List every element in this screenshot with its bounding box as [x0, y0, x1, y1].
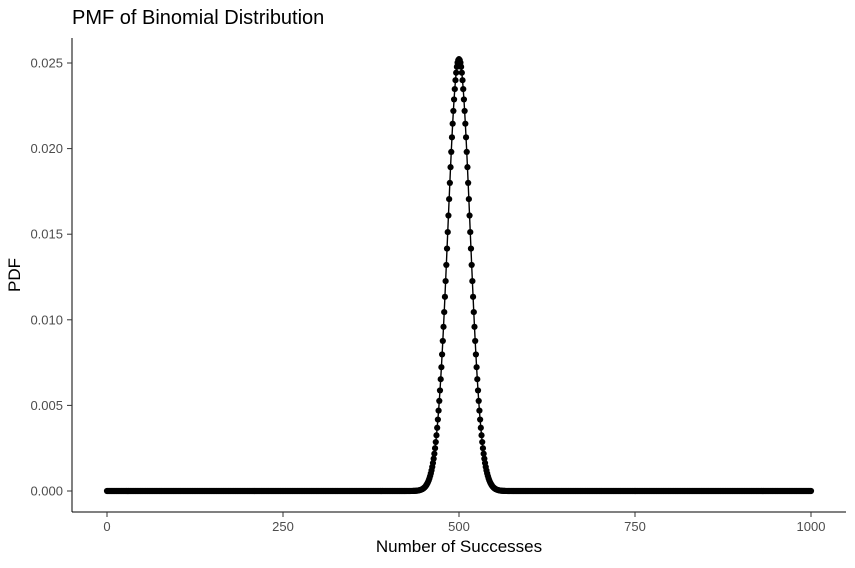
x-axis-title: Number of Successes — [376, 537, 542, 556]
pmf-point — [479, 438, 486, 446]
pmf-point — [459, 77, 466, 84]
pmf-point — [477, 416, 484, 423]
y-axis-ticks: 0.000 0.005 0.010 0.015 0.020 0.025 — [30, 56, 72, 499]
pmf-point — [438, 364, 445, 371]
pmf-point — [475, 397, 482, 405]
pmf-point — [445, 212, 452, 219]
y-tick-label: 0.015 — [30, 227, 63, 242]
pmf-point — [465, 196, 472, 203]
pmf-point — [474, 376, 481, 383]
pmf-point — [439, 337, 446, 345]
pmf-point — [458, 63, 465, 70]
x-axis-ticks: 0 250 500 750 1000 — [103, 512, 825, 534]
pmf-point — [476, 407, 483, 414]
pmf-point — [443, 261, 450, 269]
pmf-point — [473, 364, 480, 371]
pmf-point — [477, 424, 484, 431]
pmf-point — [462, 134, 470, 141]
pmf-point — [465, 179, 472, 187]
pmf-point — [441, 309, 448, 316]
pmf-point — [452, 77, 459, 84]
pmf-point — [447, 164, 454, 171]
x-tick-label: 1000 — [797, 519, 826, 534]
pmf-point — [470, 309, 477, 316]
pmf-point — [469, 293, 477, 300]
pmf-point — [440, 323, 447, 330]
y-tick-label: 0.020 — [30, 141, 63, 156]
pmf-point — [436, 387, 444, 394]
y-tick-label: 0.010 — [30, 312, 63, 327]
pmf-point — [471, 323, 478, 330]
pmf-point — [474, 387, 482, 394]
pmf-point — [460, 86, 467, 93]
x-tick-label: 0 — [103, 519, 110, 534]
pmf-point — [432, 438, 439, 446]
y-tick-label: 0.025 — [30, 56, 63, 71]
pmf-point — [463, 148, 470, 155]
pmf-point — [807, 487, 815, 495]
pmf-point — [448, 134, 456, 141]
pmf-point — [434, 424, 441, 431]
pmf-point — [431, 450, 438, 457]
pmf-point — [472, 337, 479, 345]
pmf-point — [458, 69, 465, 76]
pmf-point — [441, 293, 449, 300]
pmf-point — [451, 86, 458, 93]
pmf-point — [450, 96, 458, 103]
pmf-point — [467, 228, 474, 236]
pmf-point — [436, 397, 443, 405]
pmf-point — [461, 107, 468, 115]
pmf-point — [472, 351, 479, 358]
pmf-point — [469, 278, 476, 285]
pmf-point — [443, 245, 451, 252]
pmf-point — [444, 228, 451, 236]
pmf-point — [437, 376, 444, 383]
pmf-point — [478, 432, 485, 439]
pmf-point — [439, 351, 446, 358]
pmf-point — [430, 455, 437, 462]
pmf-point — [466, 212, 473, 219]
pmf-point — [453, 69, 460, 76]
pmf-series-points — [103, 56, 815, 495]
pmf-point — [446, 179, 453, 187]
pmf-point — [464, 164, 471, 171]
pmf-point — [433, 432, 440, 439]
pmf-point — [462, 120, 469, 127]
pmf-series-line — [107, 58, 811, 492]
pmf-point — [467, 245, 475, 252]
y-tick-label: 0.000 — [30, 484, 63, 499]
pmf-point — [434, 416, 441, 423]
x-tick-label: 250 — [272, 519, 294, 534]
pmf-point — [435, 407, 442, 414]
pmf-point — [446, 196, 453, 203]
chart-title: PMF of Binomial Distribution — [72, 7, 324, 29]
pmf-point — [468, 261, 475, 269]
pmf-point — [460, 96, 468, 103]
pmf-point — [431, 445, 439, 452]
pmf-point — [448, 148, 455, 155]
pmf-point — [479, 445, 487, 452]
plot-area: 0.000 0.005 0.010 0.015 0.020 0.025 0 250 500 75… — [30, 38, 846, 534]
pmf-point — [449, 120, 456, 127]
x-tick-label: 750 — [624, 519, 646, 534]
y-tick-label: 0.005 — [30, 398, 63, 413]
y-axis-title: PDF — [5, 258, 24, 292]
pmf-point — [450, 107, 457, 115]
pmf-point — [480, 450, 487, 457]
x-tick-label: 500 — [448, 519, 470, 534]
pmf-point — [442, 278, 449, 285]
